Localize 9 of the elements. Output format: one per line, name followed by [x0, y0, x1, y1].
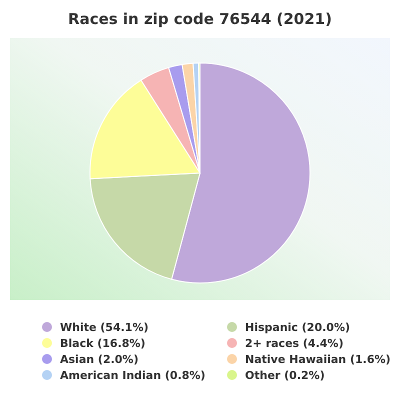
legend-label: White (54.1%) [60, 321, 148, 334]
legend-label: American Indian (0.8%) [60, 369, 206, 382]
legend-label: Black (16.8%) [60, 337, 146, 350]
legend-label: 2+ races (4.4%) [245, 337, 344, 350]
chart-title: Races in zip code 76544 (2021) [68, 10, 332, 28]
legend-label: Other (0.2%) [245, 369, 325, 382]
legend-label: Hispanic (20.0%) [245, 321, 350, 334]
legend-label: Native Hawaiian (1.6%) [245, 353, 391, 366]
legend-label: Asian (2.0%) [60, 353, 138, 366]
